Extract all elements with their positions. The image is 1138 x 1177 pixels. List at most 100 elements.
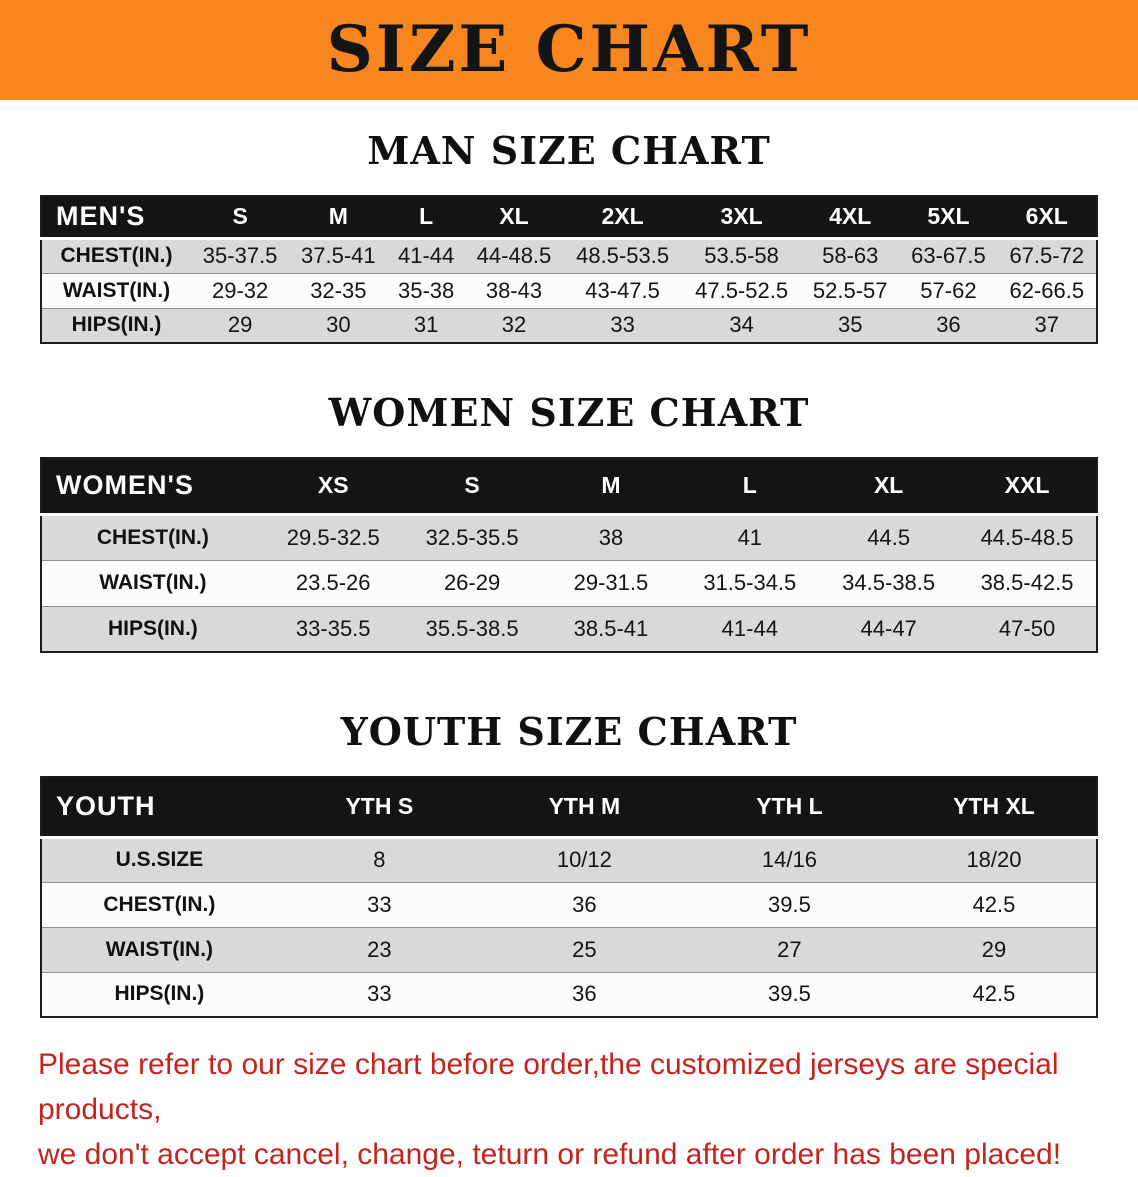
value-cell: 44.5-48.5 <box>980 524 1074 550</box>
row-label-cell: U.S.SIZE <box>115 848 204 871</box>
value-cell: 33 <box>610 312 635 338</box>
women-size-header-cell: M <box>541 458 681 516</box>
youth-table-title-cell: YOUTH <box>41 777 277 839</box>
value-cell: 32-35 <box>310 277 367 303</box>
value-cell: 36 <box>936 312 961 338</box>
youth-size-header-cell: YTH XL <box>891 777 1097 839</box>
men-size-header-cell: 5XL <box>899 196 998 240</box>
youth-table-row: CHEST(IN.) 33 36 39.5 42.5 <box>41 882 1097 927</box>
value-cell: 35.5-38.5 <box>425 615 519 641</box>
value-cell: 42.5 <box>972 891 1016 917</box>
youth-table-row: HIPS(IN.) 33 36 39.5 42.5 <box>41 972 1097 1017</box>
men-size-header-cell: 6XL <box>997 196 1097 240</box>
women-size-header-cell: XL <box>819 458 959 516</box>
women-size-header-cell: S <box>402 458 542 516</box>
value-cell: 52.5-57 <box>812 277 888 303</box>
men-table-row: HIPS(IN.) 29 30 31 32 33 34 35 36 37 <box>41 308 1097 343</box>
youth-table-row: U.S.SIZE 8 10/12 14/16 18/20 <box>41 837 1097 882</box>
value-cell: 38-43 <box>485 277 543 303</box>
value-cell: 41 <box>737 524 763 550</box>
value-cell: 29-32 <box>211 277 269 303</box>
value-cell: 29 <box>227 312 253 338</box>
row-label-cell: CHEST(IN.) <box>103 892 216 916</box>
value-cell: 38.5-42.5 <box>980 570 1074 595</box>
value-cell: 39.5 <box>768 891 811 917</box>
value-cell: 44.5 <box>867 524 911 550</box>
women-size-header-cell: XS <box>263 458 403 516</box>
value-cell: 27 <box>777 936 802 962</box>
youth-size-header-cell: YTH L <box>686 777 892 839</box>
row-label-cell: CHEST(IN.) <box>96 525 209 549</box>
value-cell: 44-48.5 <box>476 243 552 268</box>
men-size-header-cell: XL <box>464 196 564 240</box>
men-section-heading: MAN SIZE CHART <box>367 128 771 173</box>
value-cell: 38 <box>598 524 624 550</box>
women-table-header-row: WOMEN'S XS S M L XL XXL <box>41 458 1097 516</box>
disclaimer-line-2: we don't accept cancel, change, teturn o… <box>38 1138 1062 1171</box>
value-cell: 53.5-58 <box>704 243 779 268</box>
value-cell: 29.5-32.5 <box>286 524 380 550</box>
value-cell: 34 <box>729 312 754 338</box>
youth-section-heading: YOUTH SIZE CHART <box>340 709 798 754</box>
row-label-cell: WAIST(IN.) <box>105 937 214 961</box>
youth-size-chart-section: YOUTH SIZE CHART YOUTH YTH S YTH M YTH L YTH … <box>0 709 1138 1018</box>
value-cell: 34.5-38.5 <box>842 570 936 595</box>
men-table-title-cell: MEN'S <box>41 196 191 240</box>
value-cell: 48.5-53.5 <box>576 243 670 268</box>
value-cell: 31 <box>413 312 439 338</box>
value-cell: 23.5-26 <box>295 570 371 595</box>
value-cell: 37 <box>1034 312 1060 338</box>
value-cell: 33 <box>367 981 392 1007</box>
youth-size-header-cell: YTH S <box>276 777 482 839</box>
value-cell: 57-62 <box>920 277 977 303</box>
row-label-cell: HIPS(IN.) <box>114 982 205 1006</box>
value-cell: 63-67.5 <box>911 243 986 268</box>
women-table-row: CHEST(IN.) 29.5-32.5 32.5-35.5 38 41 44.5 44.5… <box>41 514 1097 560</box>
men-size-header-cell: 2XL <box>563 196 683 240</box>
men-size-header-cell: 4XL <box>801 196 900 240</box>
men-size-table: MEN'S S M L XL 2XL 3XL 4XL 5XL 6XL CHEST(IN.) 35-37… <box>40 195 1098 344</box>
value-cell: 35 <box>837 312 863 338</box>
women-section-heading: WOMEN SIZE CHART <box>328 390 810 435</box>
men-size-header-cell: M <box>289 196 388 240</box>
value-cell: 18/20 <box>966 847 1022 872</box>
women-size-chart-section: WOMEN SIZE CHART WOMEN'S XS S M L XL XXL CHEST(I… <box>0 390 1138 653</box>
men-table-row: CHEST(IN.) 35-37.5 37.5-41 41-44 44-48.5 48.5… <box>41 238 1097 273</box>
value-cell: 42.5 <box>972 981 1016 1007</box>
value-cell: 29-31.5 <box>573 570 649 595</box>
page-title: SIZE CHART <box>326 12 812 87</box>
value-cell: 31.5-34.5 <box>703 570 797 595</box>
women-size-header-cell: XXL <box>958 458 1097 516</box>
value-cell: 30 <box>326 312 351 338</box>
row-label-cell: WAIST(IN.) <box>99 571 207 594</box>
value-cell: 35-37.5 <box>202 243 278 268</box>
youth-size-header-cell: YTH M <box>481 777 687 839</box>
value-cell: 47.5-52.5 <box>695 277 789 303</box>
men-size-header-cell: L <box>387 196 465 240</box>
value-cell: 41-44 <box>721 615 778 641</box>
youth-size-table: YOUTH YTH S YTH M YTH L YTH XL U.S.SIZE 8 10/12… <box>40 776 1098 1018</box>
value-cell: 10/12 <box>556 847 612 872</box>
value-cell: 29 <box>981 936 1007 962</box>
value-cell: 43-47.5 <box>585 277 660 303</box>
value-cell: 25 <box>572 936 597 962</box>
size-chart-sections: MAN SIZE CHART MEN'S S M L XL 2XL 3XL 4XL 5XL 6XL C… <box>0 128 1138 1018</box>
value-cell: 37.5-41 <box>301 243 376 268</box>
value-cell: 41-44 <box>398 243 455 268</box>
value-cell: 33 <box>367 891 392 917</box>
row-label-cell: HIPS(IN.) <box>71 313 162 337</box>
value-cell: 33-35.5 <box>295 615 371 641</box>
size-chart-banner: SIZE CHART <box>0 0 1138 100</box>
men-table-row: WAIST(IN.) 29-32 32-35 35-38 38-43 43-47.5 47.… <box>41 273 1097 308</box>
women-table-row: WAIST(IN.) 23.5-26 26-29 29-31.5 31.5-34.5 34… <box>41 560 1097 606</box>
row-label-cell: HIPS(IN.) <box>107 616 198 640</box>
value-cell: 35-38 <box>398 277 455 303</box>
value-cell: 32.5-35.5 <box>425 524 519 550</box>
row-label-cell: CHEST(IN.) <box>60 244 173 267</box>
value-cell: 47-50 <box>998 615 1056 641</box>
disclaimer: Please refer to our size chart before or… <box>38 1042 1100 1177</box>
value-cell: 38.5-41 <box>573 615 649 641</box>
row-label-cell: WAIST(IN.) <box>62 278 171 302</box>
value-cell: 62-66.5 <box>1009 277 1085 303</box>
value-cell: 44-47 <box>860 615 917 641</box>
